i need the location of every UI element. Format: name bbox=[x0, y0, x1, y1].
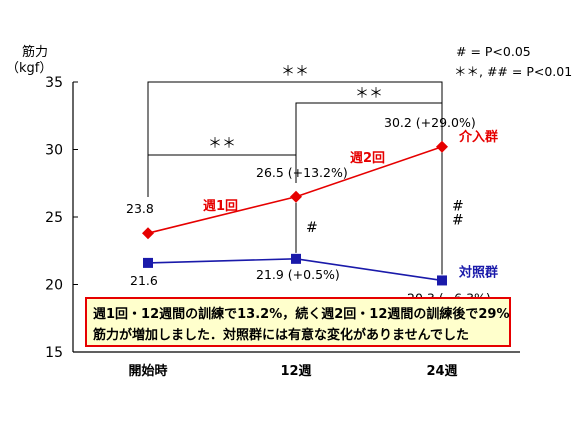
y-tick-label: 25 bbox=[45, 210, 63, 226]
y-tick-label: 35 bbox=[45, 75, 63, 91]
x-tick-label: 24週 bbox=[426, 364, 457, 379]
bracket-label: ＊＊ bbox=[208, 136, 236, 152]
group-difference-markers: ### bbox=[295, 152, 464, 275]
data-point bbox=[437, 275, 447, 286]
series-name: 介入群 bbox=[458, 129, 498, 145]
data-label: 21.6 bbox=[130, 273, 158, 288]
group-diff-label: # bbox=[306, 220, 318, 236]
y-tick-label: 20 bbox=[45, 278, 63, 294]
segment-label-2: 週2回 bbox=[350, 151, 385, 166]
group-diff-label: # bbox=[452, 199, 464, 215]
data-point bbox=[143, 257, 153, 268]
data-point bbox=[436, 140, 448, 153]
bracket-label: ＊＊ bbox=[281, 64, 309, 80]
series-line bbox=[147, 146, 443, 234]
y-tick-label: 30 bbox=[45, 143, 63, 159]
x-tick-label: 開始時 bbox=[128, 363, 167, 379]
data-label: 23.8 bbox=[126, 201, 154, 216]
data-label: 26.5 (+13.2%) bbox=[256, 165, 348, 180]
legend-p01: ＊＊, ## = P<0.01 bbox=[454, 64, 572, 79]
note-line-2: 筋力が増加しました．対照群には有意な変化がありませんでした bbox=[92, 327, 469, 343]
segment-label-1: 週1回 bbox=[203, 199, 238, 214]
y-axis-label: 筋力 bbox=[22, 44, 48, 60]
y-ticks: 15 20 25 30 35 bbox=[45, 75, 78, 361]
note-box bbox=[85, 297, 511, 347]
note-line-1: 週1回・12週間の訓練で13.2%，続く週2回・12週間の訓練後で29% bbox=[93, 306, 510, 322]
data-point bbox=[290, 190, 302, 203]
significance-brackets: ＊＊ ＊＊ ＊＊ bbox=[147, 64, 443, 262]
group-diff-label: # bbox=[452, 213, 464, 229]
bracket-label: ＊＊ bbox=[355, 86, 383, 102]
data-label: 30.2 (+29.0%) bbox=[384, 115, 476, 130]
data-point bbox=[291, 253, 301, 264]
series-name: 対照群 bbox=[458, 264, 498, 280]
x-tick-label: 12週 bbox=[280, 364, 311, 379]
data-label: 21.9 (+0.5%) bbox=[256, 267, 340, 282]
data-point bbox=[142, 227, 154, 240]
y-axis-unit: （kgf） bbox=[6, 61, 52, 76]
x-ticks: 開始時 12週 24週 bbox=[128, 363, 457, 379]
y-tick-label: 15 bbox=[45, 345, 63, 361]
legend-p05: # = P<0.05 bbox=[456, 44, 531, 59]
